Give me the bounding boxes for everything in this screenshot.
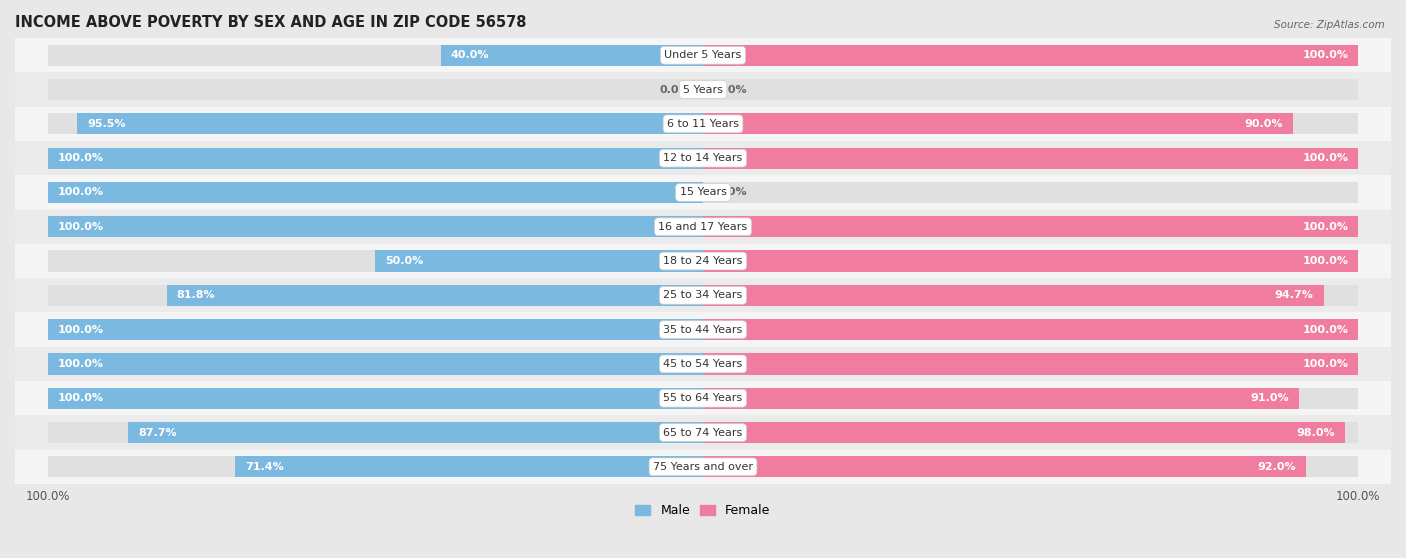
Text: 45 to 54 Years: 45 to 54 Years bbox=[664, 359, 742, 369]
Bar bbox=[48, 353, 703, 374]
Legend: Male, Female: Male, Female bbox=[630, 499, 776, 522]
Bar bbox=[48, 388, 703, 409]
Bar bbox=[703, 147, 1358, 169]
Text: 6 to 11 Years: 6 to 11 Years bbox=[666, 119, 740, 129]
Bar bbox=[15, 278, 1391, 312]
Bar bbox=[15, 73, 1391, 107]
Text: 0.0%: 0.0% bbox=[716, 187, 747, 198]
Text: 40.0%: 40.0% bbox=[451, 50, 489, 60]
Bar bbox=[48, 45, 1358, 66]
Bar bbox=[48, 251, 1358, 272]
Text: 100.0%: 100.0% bbox=[58, 153, 104, 163]
Bar bbox=[703, 456, 1306, 478]
Text: 71.4%: 71.4% bbox=[245, 462, 284, 472]
Bar bbox=[15, 244, 1391, 278]
Bar bbox=[48, 353, 1358, 374]
Text: 25 to 34 Years: 25 to 34 Years bbox=[664, 290, 742, 300]
Text: 81.8%: 81.8% bbox=[177, 290, 215, 300]
Bar bbox=[48, 216, 703, 237]
Bar bbox=[703, 388, 1299, 409]
Text: 65 to 74 Years: 65 to 74 Years bbox=[664, 427, 742, 437]
Text: 100.0%: 100.0% bbox=[58, 393, 104, 403]
Bar bbox=[167, 285, 703, 306]
Text: 100.0%: 100.0% bbox=[1302, 153, 1348, 163]
Bar bbox=[375, 251, 703, 272]
Bar bbox=[703, 251, 1358, 272]
Text: 100.0%: 100.0% bbox=[58, 187, 104, 198]
Text: 100.0%: 100.0% bbox=[1302, 256, 1348, 266]
Text: Source: ZipAtlas.com: Source: ZipAtlas.com bbox=[1274, 20, 1385, 30]
Text: 100.0%: 100.0% bbox=[1302, 222, 1348, 232]
Bar bbox=[48, 79, 1358, 100]
Text: 100.0%: 100.0% bbox=[58, 359, 104, 369]
Bar bbox=[48, 216, 1358, 237]
Bar bbox=[15, 38, 1391, 73]
Bar bbox=[15, 210, 1391, 244]
Bar bbox=[441, 45, 703, 66]
Bar bbox=[48, 319, 703, 340]
Text: 0.0%: 0.0% bbox=[716, 85, 747, 94]
Text: 100.0%: 100.0% bbox=[1302, 325, 1348, 335]
Bar bbox=[128, 422, 703, 443]
Text: 100.0%: 100.0% bbox=[58, 222, 104, 232]
Text: 94.7%: 94.7% bbox=[1275, 290, 1313, 300]
Bar bbox=[48, 147, 703, 169]
Text: 12 to 14 Years: 12 to 14 Years bbox=[664, 153, 742, 163]
Text: 5 Years: 5 Years bbox=[683, 85, 723, 94]
Bar bbox=[703, 113, 1292, 134]
Bar bbox=[48, 456, 1358, 478]
Bar bbox=[48, 388, 1358, 409]
Text: 75 Years and over: 75 Years and over bbox=[652, 462, 754, 472]
Bar bbox=[15, 381, 1391, 415]
Bar bbox=[48, 319, 1358, 340]
Text: 50.0%: 50.0% bbox=[385, 256, 423, 266]
Bar bbox=[703, 285, 1323, 306]
Bar bbox=[15, 312, 1391, 347]
Text: 16 and 17 Years: 16 and 17 Years bbox=[658, 222, 748, 232]
Bar bbox=[15, 141, 1391, 175]
Bar bbox=[15, 175, 1391, 210]
Text: 92.0%: 92.0% bbox=[1257, 462, 1296, 472]
Bar bbox=[77, 113, 703, 134]
Bar bbox=[15, 347, 1391, 381]
Bar bbox=[48, 182, 1358, 203]
Bar bbox=[15, 415, 1391, 450]
Text: 87.7%: 87.7% bbox=[138, 427, 177, 437]
Bar bbox=[703, 319, 1358, 340]
Bar bbox=[48, 422, 1358, 443]
Text: 98.0%: 98.0% bbox=[1296, 427, 1336, 437]
Text: 18 to 24 Years: 18 to 24 Years bbox=[664, 256, 742, 266]
Bar bbox=[703, 353, 1358, 374]
Text: 55 to 64 Years: 55 to 64 Years bbox=[664, 393, 742, 403]
Bar bbox=[235, 456, 703, 478]
Bar bbox=[48, 182, 703, 203]
Bar bbox=[703, 422, 1346, 443]
Bar bbox=[703, 45, 1358, 66]
Text: 100.0%: 100.0% bbox=[1302, 359, 1348, 369]
Bar bbox=[703, 216, 1358, 237]
Bar bbox=[15, 107, 1391, 141]
Text: INCOME ABOVE POVERTY BY SEX AND AGE IN ZIP CODE 56578: INCOME ABOVE POVERTY BY SEX AND AGE IN Z… bbox=[15, 15, 526, 30]
Text: 100.0%: 100.0% bbox=[1302, 50, 1348, 60]
Text: 90.0%: 90.0% bbox=[1244, 119, 1282, 129]
Text: 35 to 44 Years: 35 to 44 Years bbox=[664, 325, 742, 335]
Text: 15 Years: 15 Years bbox=[679, 187, 727, 198]
Text: Under 5 Years: Under 5 Years bbox=[665, 50, 741, 60]
Bar bbox=[48, 147, 1358, 169]
Text: 0.0%: 0.0% bbox=[659, 85, 690, 94]
Bar bbox=[15, 450, 1391, 484]
Text: 100.0%: 100.0% bbox=[58, 325, 104, 335]
Bar bbox=[48, 285, 1358, 306]
Text: 91.0%: 91.0% bbox=[1251, 393, 1289, 403]
Bar bbox=[48, 113, 1358, 134]
Text: 95.5%: 95.5% bbox=[87, 119, 125, 129]
